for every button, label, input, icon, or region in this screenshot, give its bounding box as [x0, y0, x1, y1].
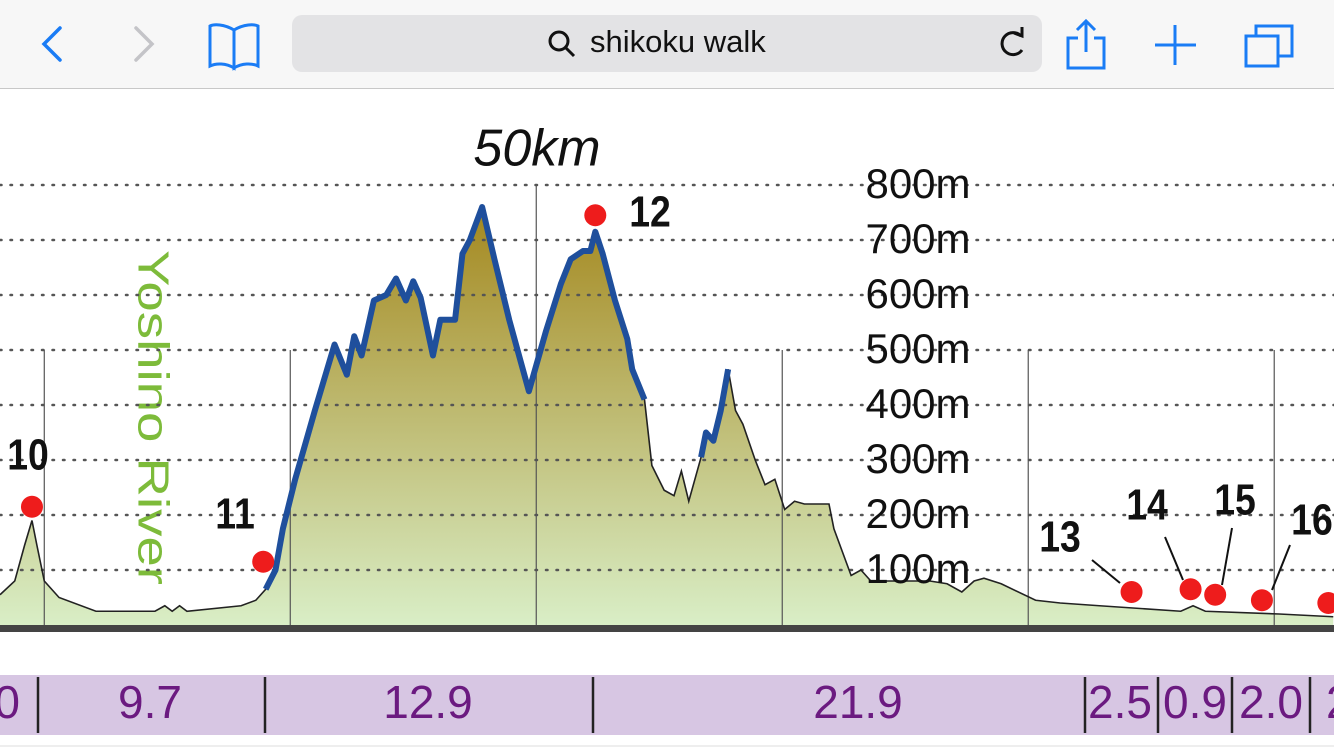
leader-line: [1091, 559, 1121, 584]
y-tick-label: 600m: [865, 270, 970, 317]
elevation-area: [0, 207, 1334, 625]
y-tick-label: 300m: [865, 435, 970, 482]
baseline: [0, 625, 1334, 632]
temple-label: 15: [1214, 475, 1256, 525]
y-tick-label: 400m: [865, 380, 970, 427]
leader-line: [1221, 527, 1233, 586]
segment-distance: 9.7: [118, 676, 182, 728]
leader-line: [1164, 536, 1184, 581]
bookmarks-button[interactable]: [208, 23, 260, 71]
temple-label: 10: [7, 430, 49, 480]
back-button[interactable]: [41, 26, 62, 62]
segment-distance: 12.9: [383, 676, 473, 728]
segment-distance: 21.9: [813, 676, 903, 728]
leader-line: [1271, 544, 1291, 591]
y-tick-label: 700m: [865, 215, 970, 262]
forward-button[interactable]: [134, 26, 155, 62]
temple-marker: [1120, 581, 1143, 603]
new-tab-button[interactable]: [1155, 25, 1196, 65]
search-icon: [548, 30, 576, 58]
river-annotation: Yoshino River: [128, 250, 177, 585]
segment-distance: 0.9: [1163, 676, 1227, 728]
segment-distance: 2.5: [1088, 676, 1152, 728]
temple-label: 14: [1126, 480, 1168, 530]
distance-band: [0, 675, 1334, 735]
temple-label: 13: [1039, 512, 1081, 562]
x-tick-label: 50km: [473, 120, 600, 178]
url-text[interactable]: shikoku walk: [590, 24, 766, 59]
temple-marker: [1179, 578, 1202, 601]
temple-label: 12: [629, 187, 671, 237]
y-tick-label: 500m: [865, 325, 970, 372]
temple-marker: [1250, 589, 1273, 612]
y-tick-label: 200m: [865, 490, 970, 537]
share-button[interactable]: [1066, 18, 1106, 70]
route-line: [262, 204, 732, 591]
temple-marker: [584, 204, 607, 227]
temple-marker: [1204, 583, 1227, 606]
temple-marker: [252, 550, 275, 573]
elevation-chart: 50km Yoshino River 800m 700m 600m 500m 400m 3…: [0, 120, 1334, 632]
reload-button[interactable]: [1000, 27, 1024, 57]
segment-distance: 2: [1326, 676, 1334, 728]
y-tick-label: 800m: [865, 160, 970, 207]
y-tick-label: 100m: [865, 545, 970, 592]
tabs-button[interactable]: [1244, 24, 1294, 68]
temple-label: 16: [1291, 495, 1333, 545]
temple-label: 11: [215, 489, 255, 539]
address-bar[interactable]: [292, 15, 1042, 72]
temple-marker: [20, 495, 43, 518]
temple-marker: [1317, 592, 1334, 614]
segment-distance: 2.0: [1239, 676, 1303, 728]
segment-distance: 0: [0, 676, 20, 728]
